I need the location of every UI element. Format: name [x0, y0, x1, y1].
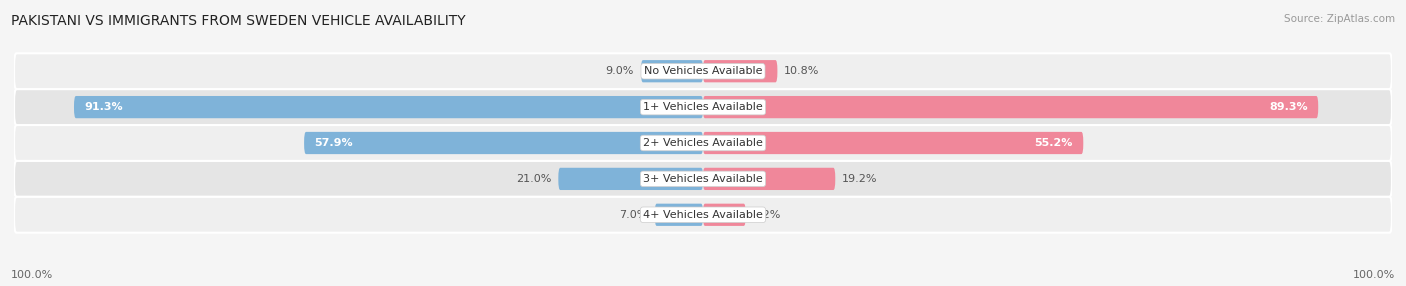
Text: Source: ZipAtlas.com: Source: ZipAtlas.com [1284, 14, 1395, 24]
Text: 19.2%: 19.2% [842, 174, 877, 184]
Text: 10.8%: 10.8% [785, 66, 820, 76]
Text: 89.3%: 89.3% [1270, 102, 1308, 112]
FancyBboxPatch shape [558, 168, 703, 190]
Text: 57.9%: 57.9% [315, 138, 353, 148]
FancyBboxPatch shape [14, 53, 1392, 89]
FancyBboxPatch shape [304, 132, 703, 154]
Text: 100.0%: 100.0% [1353, 270, 1395, 280]
Text: 4+ Vehicles Available: 4+ Vehicles Available [643, 210, 763, 220]
Text: 2+ Vehicles Available: 2+ Vehicles Available [643, 138, 763, 148]
Text: 21.0%: 21.0% [516, 174, 551, 184]
Text: 1+ Vehicles Available: 1+ Vehicles Available [643, 102, 763, 112]
Text: PAKISTANI VS IMMIGRANTS FROM SWEDEN VEHICLE AVAILABILITY: PAKISTANI VS IMMIGRANTS FROM SWEDEN VEHI… [11, 14, 465, 28]
FancyBboxPatch shape [14, 89, 1392, 125]
FancyBboxPatch shape [75, 96, 703, 118]
FancyBboxPatch shape [703, 132, 1083, 154]
Text: 9.0%: 9.0% [606, 66, 634, 76]
FancyBboxPatch shape [641, 60, 703, 82]
Text: 100.0%: 100.0% [11, 270, 53, 280]
Text: 7.0%: 7.0% [620, 210, 648, 220]
FancyBboxPatch shape [703, 96, 1319, 118]
FancyBboxPatch shape [14, 161, 1392, 197]
FancyBboxPatch shape [14, 125, 1392, 161]
Text: No Vehicles Available: No Vehicles Available [644, 66, 762, 76]
Text: 3+ Vehicles Available: 3+ Vehicles Available [643, 174, 763, 184]
Text: 6.2%: 6.2% [752, 210, 780, 220]
Text: 91.3%: 91.3% [84, 102, 122, 112]
FancyBboxPatch shape [655, 204, 703, 226]
FancyBboxPatch shape [703, 60, 778, 82]
FancyBboxPatch shape [703, 168, 835, 190]
Text: 55.2%: 55.2% [1035, 138, 1073, 148]
FancyBboxPatch shape [703, 204, 745, 226]
FancyBboxPatch shape [14, 197, 1392, 233]
